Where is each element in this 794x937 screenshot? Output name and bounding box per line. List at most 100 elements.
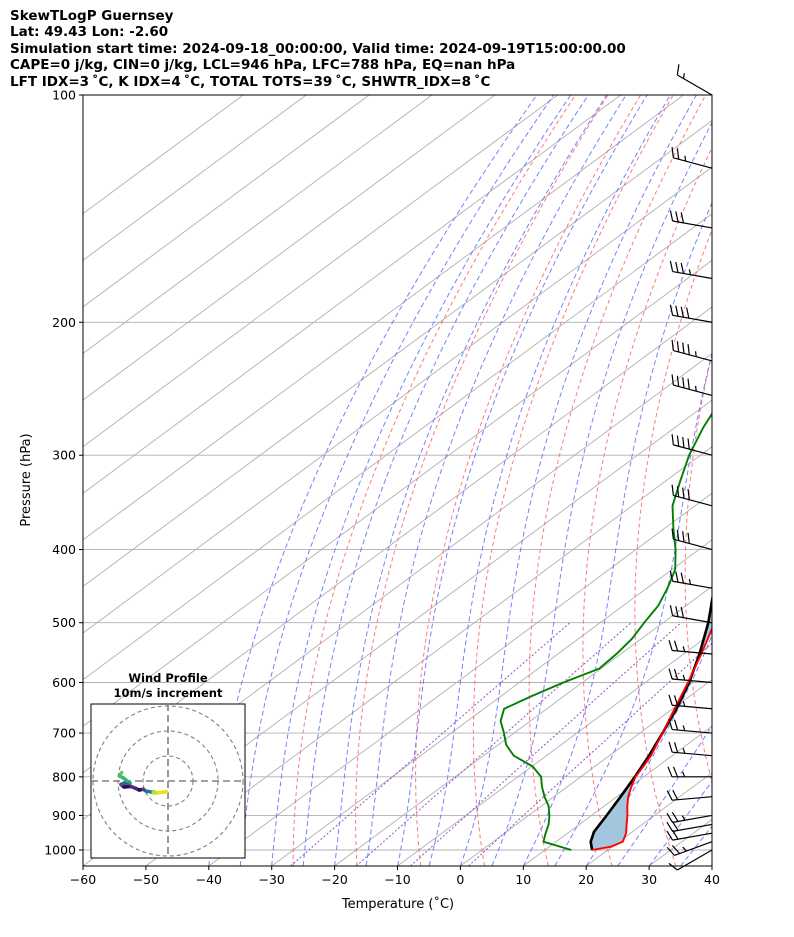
wind-barb-flag [673, 640, 679, 652]
wind-barb-flag [676, 375, 680, 387]
wind-barb-flag [673, 695, 679, 706]
moist-adiabat [271, 95, 572, 866]
wind-barb-staff [673, 538, 713, 551]
mixing-ratio-line [468, 642, 712, 866]
dry-adiabat [292, 95, 576, 866]
hodograph-trace [117, 770, 169, 795]
isotherm-line [83, 119, 712, 588]
dry-adiabat [355, 95, 609, 866]
header-stability-1: CAPE=0 j/kg, CIN=0 j/kg, LCL=946 hPa, LF… [10, 57, 516, 74]
wind-barb-flag [676, 148, 680, 160]
x-tick-label: −60 [70, 872, 96, 887]
wind-barb-flag [673, 719, 679, 731]
isotherm-line [271, 539, 712, 866]
dry-adiabat [472, 95, 674, 866]
moist-adiabat [648, 780, 712, 866]
header-times: Simulation start time: 2024-09-18_00:00:… [10, 40, 626, 57]
wind-barb-half-flag [681, 815, 686, 821]
x-axis-label: Temperature (˚C) [341, 896, 454, 912]
wind-barb-half-flag [684, 155, 687, 162]
wind-barb-staff [672, 814, 713, 823]
isotherm-line [83, 213, 712, 681]
moist-adiabat [334, 95, 608, 866]
wind-barb-flag [675, 571, 679, 583]
wind-barb-flag [680, 212, 685, 224]
wind-barb-staff [677, 849, 713, 871]
x-tick-label: −50 [133, 872, 159, 887]
axes: −60 −50 −40 −30 −20 −10 0 10 20 30 40 100 200 300 400 5… [44, 88, 720, 888]
header-location: Lat: 49.43 Lon: -2.60 [10, 24, 169, 41]
wind-barb-flag [669, 210, 674, 222]
wind-barb-flag [666, 812, 674, 823]
y-tick-label: 800 [52, 769, 76, 784]
moist-adiabat [617, 724, 712, 866]
wind-barb-flag [672, 789, 679, 800]
moist-adiabat [302, 95, 589, 866]
wind-barb-flag [676, 529, 680, 541]
dry-adiabats [292, 95, 794, 866]
isotherm-line [83, 95, 370, 308]
y-tick-label: 700 [52, 726, 76, 741]
wind-barb-staff [672, 314, 713, 323]
y-tick-label: 900 [52, 808, 76, 823]
wind-barb-flag [671, 434, 674, 445]
wind-barb-staff [673, 349, 713, 362]
wind-barb-staff [677, 74, 713, 96]
isotherm-line [145, 446, 712, 866]
wind-barb [666, 841, 713, 856]
wind-barb-staff [672, 615, 713, 624]
wind-barb-flag [682, 342, 685, 354]
wind-barb [668, 719, 713, 734]
wind-barb-flag [682, 531, 685, 543]
y-tick-label: 500 [52, 615, 76, 630]
cape-cin-shading [590, 600, 712, 850]
wind-barb [671, 374, 713, 397]
wind-barb-flag [687, 378, 690, 390]
wind-barb [668, 640, 713, 655]
wind-barb-flag [668, 668, 673, 680]
wind-barb-flag [675, 261, 679, 273]
dry-adiabat [734, 95, 794, 866]
wind-barb-flag [667, 766, 673, 778]
wind-barb-flag [680, 607, 685, 618]
wind-barb-staff [672, 751, 713, 757]
wind-barb-flag [668, 862, 678, 871]
wind-barb-flag [669, 304, 674, 316]
wind-barb-staff [673, 444, 713, 456]
dry-adiabat [415, 95, 641, 866]
wind-barb-flag [675, 305, 679, 317]
isotherm-line [775, 95, 794, 866]
x-tick-label: 10 [515, 872, 531, 887]
wind-barb-half-flag [682, 725, 686, 731]
wind-barb-flag [680, 572, 685, 584]
wind-barb [669, 605, 713, 624]
wind-barb-flag [682, 436, 685, 448]
y-axis-label: Pressure (hPa) [19, 433, 34, 526]
dry-adiabat [684, 351, 712, 784]
moist-adiabat [428, 95, 671, 866]
wind-barb-half-flag [682, 646, 686, 652]
dry-adiabat [781, 95, 794, 866]
wind-barb-flag [673, 742, 679, 753]
x-tick-label: −30 [259, 872, 285, 887]
wind-barb-flag [687, 488, 690, 500]
isotherm-line [83, 95, 307, 261]
wind-barb-flag [671, 339, 674, 351]
x-tick-label: 0 [456, 872, 464, 887]
wind-barb-flag [666, 830, 674, 841]
wind-barb-staff [673, 384, 713, 397]
moist-adiabat [208, 95, 538, 866]
wind-barb [668, 694, 713, 710]
moist-adiabat [680, 825, 712, 866]
wind-barb-flag [671, 374, 674, 386]
wind-barb [668, 849, 713, 871]
x-tick-label: 30 [641, 872, 657, 887]
wind-barb-flag [671, 147, 674, 158]
wind-barb-half-flag [688, 269, 692, 275]
isotherm-line [83, 95, 621, 494]
isotherm-line [83, 399, 712, 866]
dry-adiabat [528, 95, 707, 866]
y-tick-label: 200 [52, 315, 76, 330]
wind-barb-staff [673, 494, 713, 507]
